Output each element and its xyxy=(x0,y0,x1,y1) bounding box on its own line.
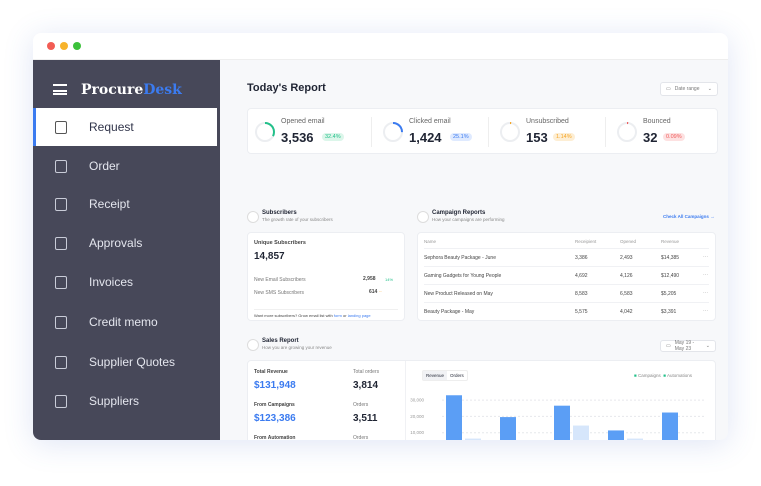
table-row[interactable]: Beauty Package - May 5,575 4,042 $3,391 ··· xyxy=(424,302,709,320)
stat-badge: 1.14% xyxy=(553,133,575,141)
subscribers-icon xyxy=(247,211,259,223)
bag-check-icon xyxy=(55,159,67,173)
chevron-down-icon: ⌄ xyxy=(707,86,712,92)
document-approve-icon xyxy=(55,236,67,250)
supplier-icon xyxy=(55,394,67,408)
receipt-icon xyxy=(55,197,67,211)
column-header: Name xyxy=(424,239,437,244)
subscribers-header: Subscribers The growth rate of your subsc… xyxy=(262,210,333,222)
check-all-campaigns-link[interactable]: Check All Campaigns → xyxy=(663,214,715,219)
more-options-icon[interactable]: ··· xyxy=(703,308,708,314)
bar-campaigns xyxy=(662,412,678,440)
page-title: Today's Report xyxy=(247,82,326,94)
hamburger-menu-icon[interactable] xyxy=(53,84,67,95)
app-window: ProcureDesk Request Order Receipt Approvals… xyxy=(33,33,728,440)
orders-value: 3,511 xyxy=(353,413,378,424)
title-bar xyxy=(33,33,728,60)
bar-automations xyxy=(465,438,481,440)
bar-campaigns xyxy=(446,395,462,440)
main-content: Today's Report ▭ Date range ⌄ Opened email… xyxy=(220,60,728,440)
sidebar-item-supplier-quotes[interactable]: Supplier Quotes xyxy=(33,343,217,381)
stat-badge: 0.09% xyxy=(663,133,685,141)
date-range-dropdown[interactable]: ▭ Date range ⌄ xyxy=(660,82,718,96)
form-link[interactable]: form xyxy=(333,313,342,318)
more-options-icon[interactable]: ··· xyxy=(703,272,708,278)
progress-ring xyxy=(617,122,637,142)
campaign-icon xyxy=(417,211,429,223)
table-row[interactable]: Gaming Gadgets for Young People 4,692 4,12… xyxy=(424,266,709,284)
sales-report-icon xyxy=(247,339,259,351)
stat-badge: 32.4% xyxy=(322,133,344,141)
sidebar-item-receipt[interactable]: Receipt xyxy=(33,185,217,223)
sidebar-item-invoices[interactable]: Invoices xyxy=(33,263,217,301)
orders-value: 3,814 xyxy=(353,380,379,391)
maximize-dot[interactable] xyxy=(73,42,81,50)
logo: ProcureDesk xyxy=(81,82,182,98)
revenue-value: $131,948 xyxy=(254,380,296,391)
landing-page-link[interactable]: landing page xyxy=(347,313,371,318)
calendar-icon: ▭ xyxy=(666,86,671,92)
bar-campaigns xyxy=(500,417,516,440)
tab-revenue[interactable]: Revenue xyxy=(423,371,448,380)
tab-orders[interactable]: Orders xyxy=(450,373,464,378)
invoice-icon xyxy=(55,275,67,289)
campaign-table: Name Receipient Opened Revenue Sephora Beaut… xyxy=(417,232,716,321)
table-row[interactable]: Sephora Beauty Package - June 3,386 2,493 $… xyxy=(424,248,709,266)
sales-header: Sales Report How you are growing your rev… xyxy=(262,338,332,350)
unique-subscribers-value: 14,857 xyxy=(254,251,285,262)
progress-ring xyxy=(500,122,520,142)
memo-icon xyxy=(55,315,67,329)
stat-clicked-email: Clicked email 1,424 25.1% xyxy=(371,117,481,147)
bar-campaigns xyxy=(554,405,570,440)
sidebar-item-order[interactable]: Order xyxy=(33,147,217,185)
sidebar-item-approvals[interactable]: Approvals xyxy=(33,224,217,262)
sidebar: ProcureDesk Request Order Receipt Approvals… xyxy=(33,60,220,440)
chevron-down-icon: ⌄ xyxy=(705,343,710,349)
chart-tabs: Revenue Orders xyxy=(422,370,468,381)
calendar-icon: ▭ xyxy=(666,343,671,349)
sidebar-item-credit-memo[interactable]: Credit memo xyxy=(33,303,217,341)
user-list-icon xyxy=(55,120,67,134)
progress-ring xyxy=(383,122,403,142)
more-options-icon[interactable]: ··· xyxy=(703,254,708,260)
sales-card: Total Revenue $131,948 Total orders 3,81… xyxy=(247,360,716,440)
campaign-header: Campaign Reports How your campaigns are p… xyxy=(432,210,505,222)
column-header: Revenue xyxy=(661,239,680,244)
y-tick-label: 10,000 xyxy=(410,430,424,435)
bar-automations xyxy=(627,438,643,440)
bar-campaigns xyxy=(608,430,624,440)
progress-ring xyxy=(255,122,275,142)
stats-card: Opened email 3,536 32.4% Clicked email 1… xyxy=(247,108,718,154)
stat-unsubscribed: Unsubscribed 153 1.14% xyxy=(488,117,598,147)
stat-badge: 25.1% xyxy=(450,133,472,141)
chart-legend: ■ Campaigns ■ Automations xyxy=(634,373,693,378)
stat-opened-email: Opened email 3,536 32.4% xyxy=(254,117,364,147)
quote-icon xyxy=(55,355,67,369)
y-tick-label: 20,000 xyxy=(410,414,424,419)
column-header: Opened xyxy=(620,239,637,244)
minimize-dot[interactable] xyxy=(60,42,68,50)
bar-automations xyxy=(573,425,589,440)
sidebar-item-request[interactable]: Request xyxy=(33,108,217,146)
column-header: Receipient xyxy=(575,239,597,244)
close-dot[interactable] xyxy=(47,42,55,50)
stat-bounced: Bounced 32 0.09% xyxy=(605,117,715,147)
table-row[interactable]: New Product Released on May 8,583 6,583 $5,… xyxy=(424,284,709,302)
subscribers-card: Unique Subscribers 14,857 New Email Subs… xyxy=(247,232,405,321)
more-options-icon[interactable]: ··· xyxy=(703,290,708,296)
sidebar-item-suppliers[interactable]: Suppliers xyxy=(33,382,217,420)
y-tick-label: 30,000 xyxy=(410,398,424,403)
sales-date-dropdown[interactable]: ▭ May 19 - May 23 ⌄ xyxy=(660,340,716,352)
revenue-value: $123,386 xyxy=(254,413,296,424)
